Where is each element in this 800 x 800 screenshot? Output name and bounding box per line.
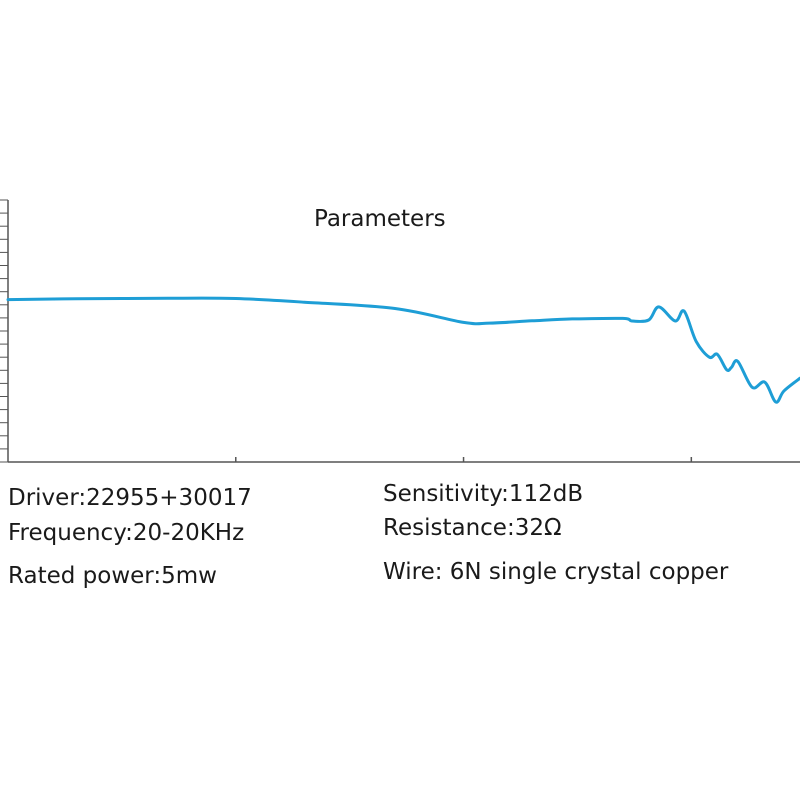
spec-wire: Wire: 6N single crystal copper	[383, 559, 729, 585]
spec-driver: Driver:22955+30017	[8, 485, 252, 511]
chart-title: Parameters	[314, 206, 446, 232]
spec-frequency: Frequency:20-20KHz	[8, 520, 245, 546]
y-axis-ticks	[0, 199, 8, 463]
spec-rated-power: Rated power:5mw	[8, 563, 217, 589]
frequency-response-line	[6, 296, 800, 404]
x-axis-ticks	[235, 457, 693, 462]
spec-resistance: Resistance:32Ω	[383, 515, 562, 541]
spec-sensitivity: Sensitivity:112dB	[383, 481, 584, 507]
